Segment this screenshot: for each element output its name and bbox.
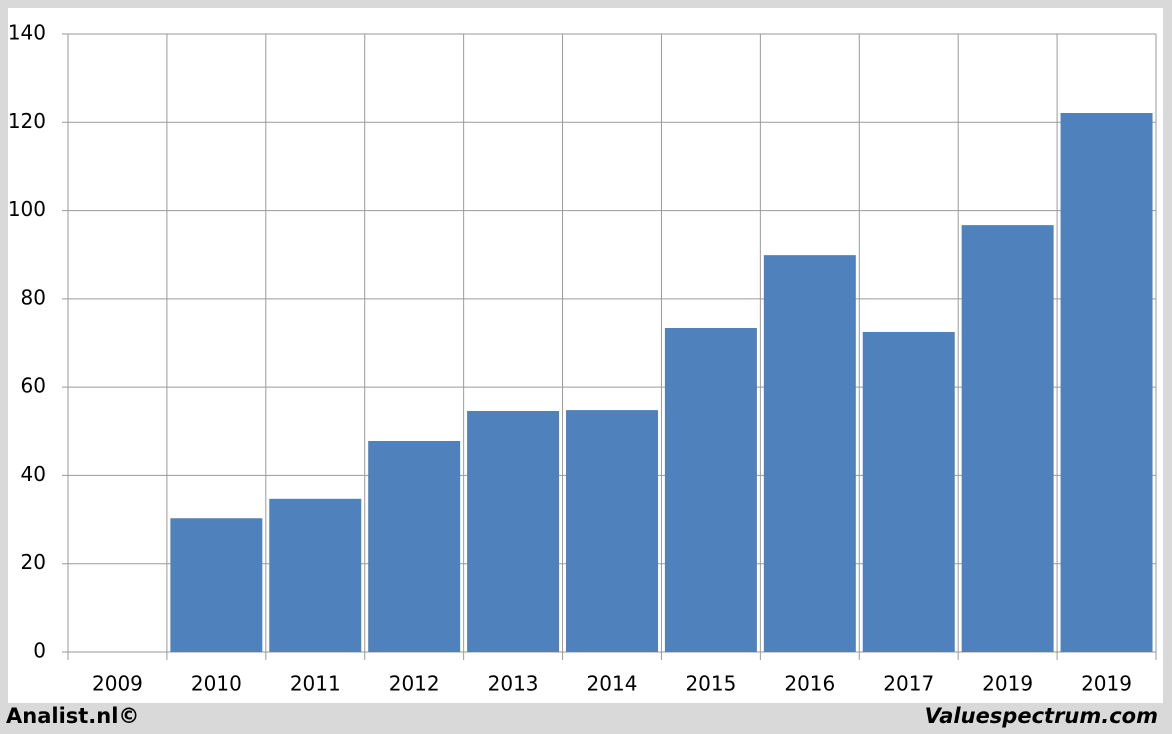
bar	[566, 410, 658, 652]
x-tick-label: 2010	[191, 672, 242, 696]
bar	[368, 440, 461, 652]
bar	[862, 331, 955, 652]
y-tick-label: 120	[8, 109, 46, 133]
x-tick-label: 2009	[92, 672, 143, 696]
y-tick-label: 140	[8, 21, 46, 45]
bar	[1060, 113, 1153, 652]
x-tick-label: 2013	[488, 672, 539, 696]
x-tick-label: 2015	[685, 672, 736, 696]
bar	[664, 327, 757, 652]
y-tick-label: 60	[21, 374, 46, 398]
y-tick-label: 40	[21, 462, 46, 486]
footer-right: Valuespectrum.com	[925, 704, 1158, 728]
bar	[467, 410, 560, 652]
bar	[170, 518, 263, 652]
y-tick-label: 80	[21, 285, 46, 309]
bar	[763, 255, 856, 653]
x-tick-label: 2012	[389, 672, 440, 696]
x-tick-label: 2011	[290, 672, 341, 696]
x-tick-label: 2019	[1081, 672, 1132, 696]
x-tick-label: 2016	[784, 672, 835, 696]
y-tick-label: 20	[21, 550, 46, 574]
y-tick-label: 0	[33, 639, 46, 663]
bar	[961, 225, 1054, 653]
y-tick-label: 100	[8, 197, 46, 221]
footer-left: Analist.nl©	[6, 704, 139, 728]
x-tick-label: 2019	[982, 672, 1033, 696]
bar	[269, 498, 362, 652]
x-tick-label: 2014	[587, 672, 638, 696]
x-tick-label: 2017	[883, 672, 934, 696]
